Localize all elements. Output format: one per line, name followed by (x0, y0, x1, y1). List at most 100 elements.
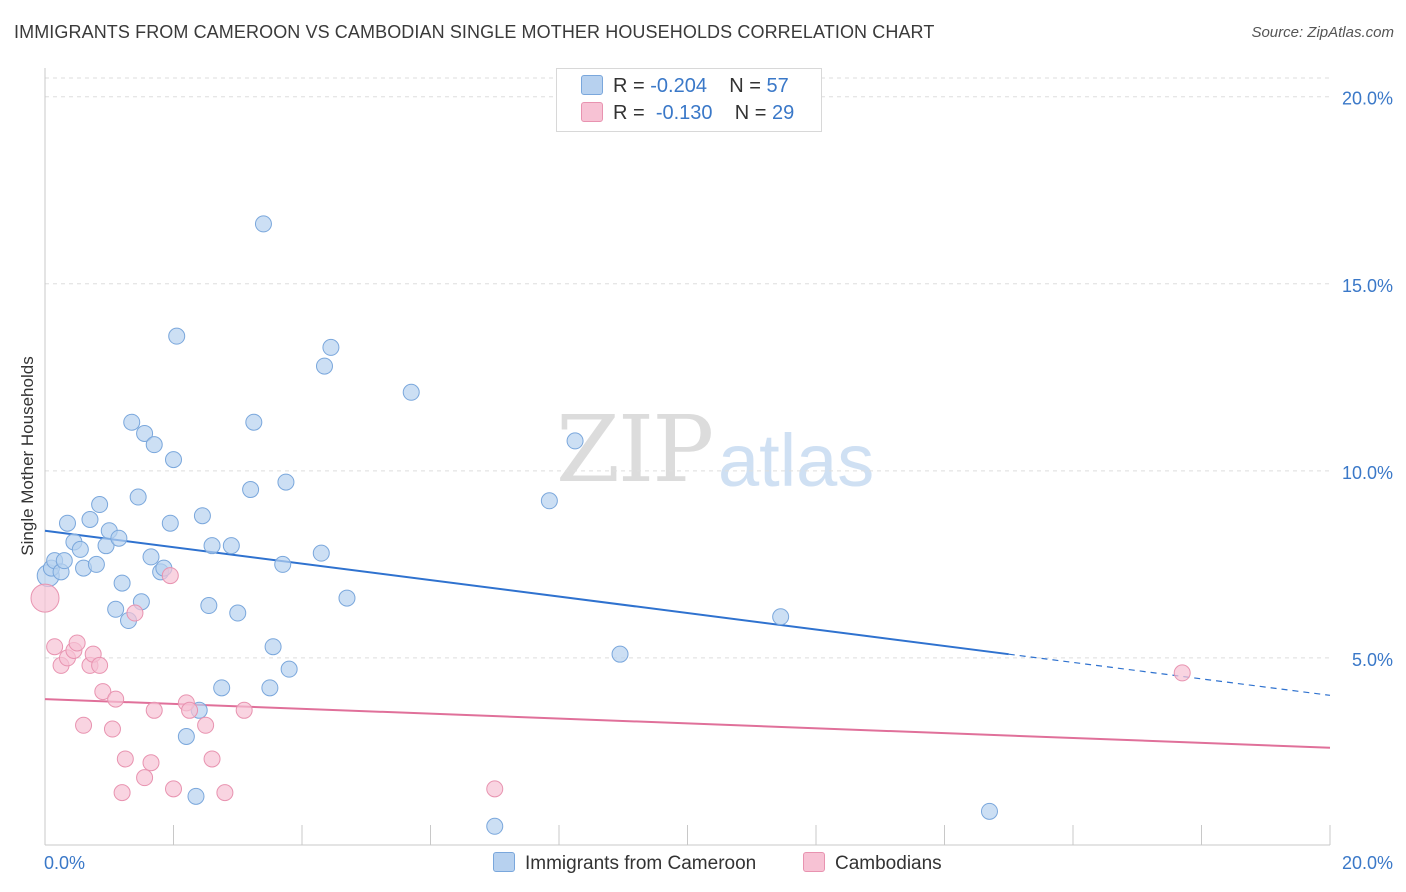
y-tick-label: 10.0% (1342, 463, 1393, 483)
cambodian-point (103, 720, 121, 738)
y-tick-label: 15.0% (1342, 276, 1393, 296)
x-tick-label-right: 20.0% (1342, 853, 1393, 873)
cameroon-legend-label: Immigrants from Cameroon (525, 853, 757, 874)
cameroon-point (129, 488, 147, 506)
cameroon-point (254, 215, 272, 233)
cambodian-legend-label: Cambodians (835, 853, 942, 874)
cameroon-point (264, 638, 282, 656)
cameroon-point (165, 451, 182, 469)
cameroon-point (203, 537, 221, 555)
cambodian-point (197, 716, 215, 734)
cameroon-point (261, 679, 279, 697)
cameroon-point (315, 357, 333, 375)
cambodian-point (216, 784, 234, 802)
cameroon-point (242, 481, 260, 499)
tick-labels: 5.0% 10.0% 15.0% 20.0% 0.0% 20.0% (44, 89, 1393, 873)
cameroon-point (338, 589, 356, 607)
cameroon-point (213, 679, 231, 697)
cameroon-point (274, 555, 292, 573)
cameroon-point (91, 496, 109, 514)
cameroon-point (142, 548, 160, 566)
cameroon-point (772, 608, 790, 626)
cameroon-point (486, 817, 504, 835)
cameroon-swatch (581, 75, 603, 95)
cameroon-trend-line (44, 529, 1009, 656)
cambodian-point (136, 769, 154, 787)
cambodian-point (46, 638, 64, 656)
trend-lines (44, 529, 1331, 749)
cameroon-point (107, 600, 125, 618)
watermark-atlas: atlas (718, 419, 875, 502)
cambodian-point (203, 750, 221, 768)
r-label: R = (613, 102, 645, 124)
cameroon-point (123, 413, 141, 431)
cambodian-point (113, 784, 131, 802)
cameroon-point (312, 544, 330, 562)
n-label: N = (734, 102, 767, 124)
n-value-cambodian: 29 (772, 102, 795, 124)
cameroon-point (187, 787, 205, 805)
r-value-cameroon: -0.204 (650, 75, 707, 97)
cameroon-point (229, 604, 247, 622)
cameroon-point (402, 383, 420, 401)
cameroon-point (322, 338, 340, 356)
cambodian-point (126, 604, 144, 622)
cameroon-point (81, 510, 99, 528)
n-label: N = (729, 75, 761, 97)
cameroon-point (136, 424, 154, 442)
cameroon-point (566, 432, 584, 450)
cameroon-point (611, 645, 629, 663)
data-points (30, 215, 1191, 835)
y-tick-label: 20.0% (1342, 89, 1393, 109)
cameroon-point (87, 555, 105, 573)
r-value-cambodian: -0.130 (655, 102, 713, 124)
cambodian-point (165, 780, 182, 798)
cameroon-point (55, 552, 73, 570)
cameroon-point (980, 802, 998, 820)
cameroon-point (110, 529, 128, 547)
cameroon-point (168, 327, 186, 345)
cameroon-point (277, 473, 295, 491)
cambodian-point (145, 701, 163, 719)
watermark-zip: ZIP (556, 396, 714, 503)
cambodian-point (107, 690, 125, 708)
bottom-legend-cambodians: Cambodians (803, 852, 942, 875)
cambodian-point (181, 701, 199, 719)
cameroon-point (540, 492, 558, 510)
cambodian-point (91, 656, 109, 674)
cambodian-swatch (581, 102, 603, 122)
cambodian-point (30, 583, 60, 613)
cameroon-point (58, 514, 76, 532)
axes (44, 68, 1331, 846)
cameroon-point (113, 574, 131, 592)
cambodian-point (235, 701, 253, 719)
cameroon-point (193, 507, 211, 525)
cambodian-point (1173, 664, 1191, 682)
cameroon-trend-extension (1008, 653, 1331, 696)
cameroon-point (245, 413, 263, 431)
cameroon-point (200, 597, 218, 615)
cameroon-legend-swatch (493, 852, 515, 872)
cambodian-point (116, 750, 134, 768)
cambodian-point (486, 780, 504, 798)
x-tick-label-left: 0.0% (44, 853, 85, 873)
cameroon-point (145, 436, 163, 454)
chart-title: IMMIGRANTS FROM CAMEROON VS CAMBODIAN SI… (14, 22, 935, 42)
y-tick-label: 5.0% (1352, 650, 1393, 670)
cambodian-point (75, 716, 93, 734)
cameroon-point (161, 514, 179, 532)
r-label: R = (613, 75, 645, 97)
cambodian-legend-swatch (803, 852, 825, 872)
cambodian-point (142, 754, 160, 772)
source-credit: Source: ZipAtlas.com (1251, 24, 1394, 41)
bottom-legend-cameroon: Immigrants from Cameroon (493, 852, 756, 875)
stats-legend-row-cambodian: R = -0.130 N = 29 (581, 102, 794, 125)
gridlines (45, 77, 1330, 659)
stats-legend: R = -0.204 N = 57 R = -0.130 N = 29 (556, 68, 822, 132)
cameroon-point (177, 727, 195, 745)
n-value-cameroon: 57 (766, 75, 789, 97)
cambodian-point (94, 683, 112, 701)
cambodian-point (68, 634, 86, 652)
cameroon-point (71, 540, 89, 558)
